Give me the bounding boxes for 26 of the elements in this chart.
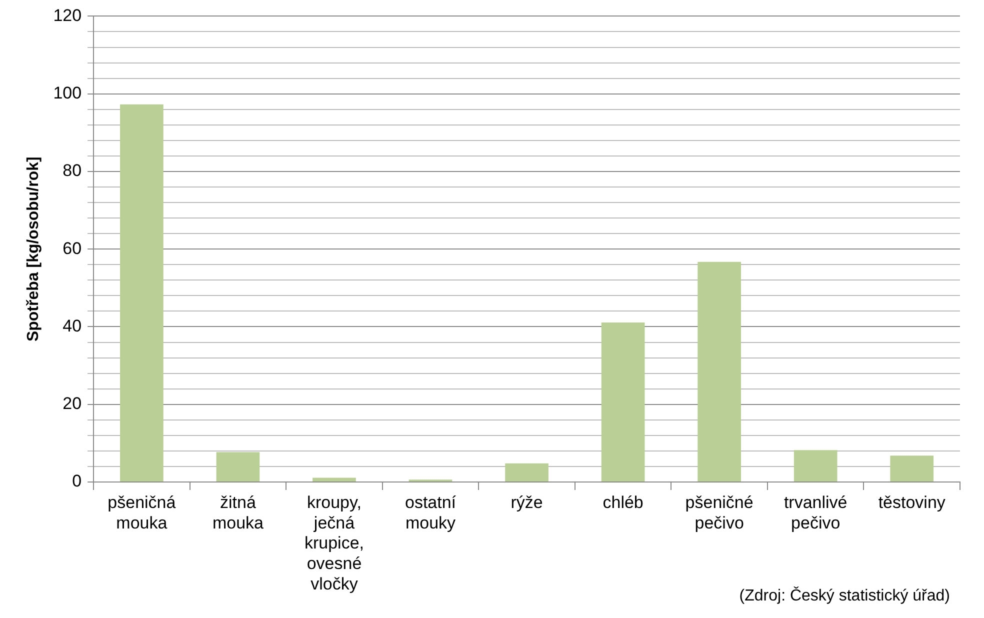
bar [890, 456, 934, 482]
y-tick-label: 20 [62, 394, 82, 414]
bar [120, 104, 164, 482]
x-tick-label: chléb [602, 492, 644, 512]
y-tick-label: 120 [53, 6, 82, 25]
bar [312, 478, 356, 482]
y-axis-title: Spotřeba [kg/osobu/rok] [25, 156, 42, 342]
x-tick-label: ostatní mouky [404, 492, 456, 532]
x-tick-label: kroupy, ječná krupice, ovesné vločky [304, 492, 364, 594]
y-tick-label: 0 [72, 472, 82, 491]
x-tick-label: žitná mouka [212, 492, 264, 532]
bar [216, 452, 260, 482]
bar [601, 322, 645, 482]
x-tick-label: trvanlivé pečivo [784, 492, 848, 532]
x-tick-label: těstoviny [878, 492, 946, 512]
x-tick-label: pšeničné pečivo [685, 492, 754, 532]
y-tick-label: 100 [53, 84, 82, 103]
bar [794, 450, 838, 482]
bar [698, 262, 741, 482]
bar [505, 463, 548, 482]
y-tick-label: 80 [62, 161, 82, 180]
x-tick-label: rýže [510, 492, 543, 512]
x-tick-label: pšeničná mouka [108, 492, 176, 532]
y-tick-label: 60 [62, 238, 82, 258]
text: (Zdroj: Český statistický úřad) [739, 586, 950, 604]
y-tick-label: 40 [62, 316, 82, 336]
